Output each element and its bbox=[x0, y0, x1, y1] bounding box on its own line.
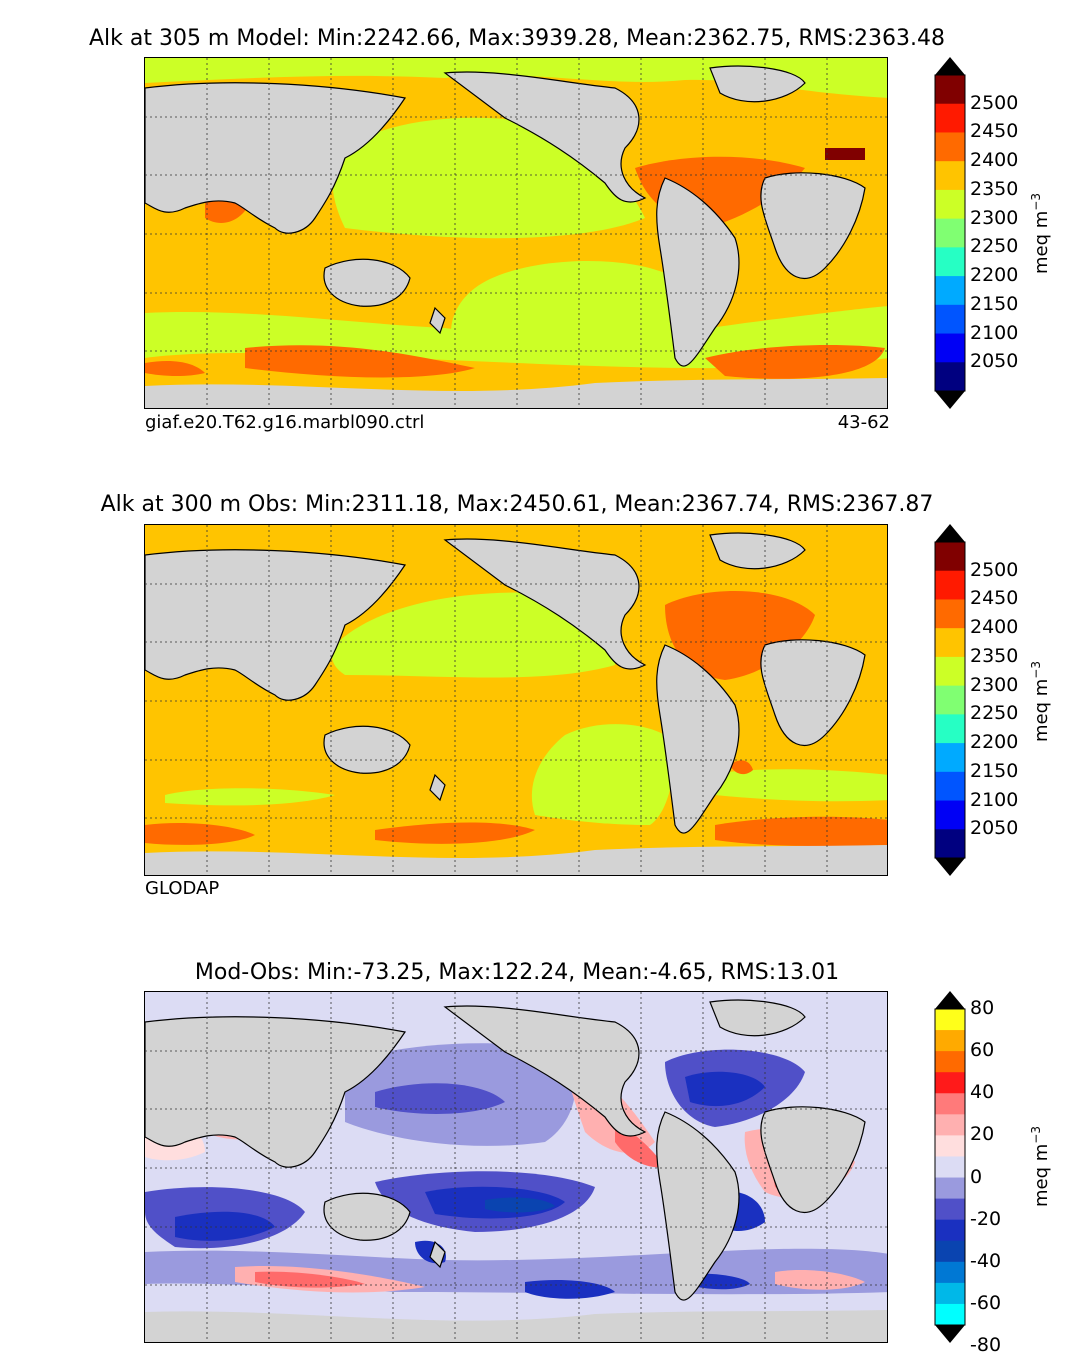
model-colorbar bbox=[934, 57, 966, 409]
model-colorbar-tick-label: 2350 bbox=[970, 177, 1019, 200]
model-colorbar-band bbox=[935, 161, 965, 191]
diff-colorbar-tick-label: -20 bbox=[970, 1207, 1002, 1230]
obs-colorbar-band bbox=[935, 685, 965, 715]
diff-colorbar-tick-label: 0 bbox=[970, 1165, 983, 1188]
obs-colorbar-band bbox=[935, 743, 965, 773]
diff-colorbar-band bbox=[935, 1261, 965, 1284]
model-colorbar-band bbox=[935, 103, 965, 133]
model-colorbar-band bbox=[935, 276, 965, 306]
obs-colorbar-tick-label: 2050 bbox=[970, 817, 1019, 840]
diff-colorbar-band bbox=[935, 1051, 965, 1073]
diff-colorbar-band bbox=[935, 1072, 965, 1094]
model-colorbar-tick-label: 2300 bbox=[970, 206, 1019, 229]
diff-colorbar-tick-label: -40 bbox=[970, 1249, 1002, 1272]
diff-colorbar-tick-label: 80 bbox=[970, 997, 995, 1019]
obs-colorbar-tick-label: 2250 bbox=[970, 702, 1019, 725]
diff-colorbar-band bbox=[935, 1219, 965, 1242]
obs-colorbar-band bbox=[935, 656, 965, 687]
obs-colorbar-band bbox=[935, 771, 965, 802]
obs-colorbar-tick-label: 2150 bbox=[970, 759, 1019, 782]
model-colorbar-band bbox=[935, 333, 965, 363]
diff-colorbar-unit: meq m−3 bbox=[1029, 1126, 1052, 1207]
model-colorbar-band bbox=[935, 189, 965, 220]
obs-colorbar-band bbox=[935, 829, 965, 859]
diff-colorbar-tick-label: 40 bbox=[970, 1081, 995, 1104]
diff-colorbar-band bbox=[935, 1093, 965, 1115]
obs-colorbar-min-extend bbox=[935, 858, 965, 876]
model-colorbar-band bbox=[935, 132, 965, 162]
model-years-label: 43-62 bbox=[837, 412, 890, 433]
model-colorbar-min-extend bbox=[935, 391, 965, 409]
model-colorbar-tick-label: 2250 bbox=[970, 235, 1019, 258]
obs-colorbar-band bbox=[935, 714, 965, 744]
diff-colorbar-band bbox=[935, 1177, 965, 1200]
obs-colorbar-band bbox=[935, 570, 965, 600]
model-colorbar-band bbox=[935, 362, 965, 392]
diff-map bbox=[144, 991, 888, 1343]
obs-colorbar-tick-label: 2400 bbox=[970, 616, 1019, 639]
obs-panel: Alk at 300 m Obs: Min:2311.18, Max:2450.… bbox=[100, 492, 1052, 899]
model-map bbox=[144, 57, 888, 409]
obs-colorbar-max-extend bbox=[935, 524, 965, 542]
model-colorbar-band bbox=[935, 247, 965, 277]
diff-colorbar-tick-label: 20 bbox=[970, 1123, 995, 1146]
model-colorbar-tick-label: 2500 bbox=[970, 91, 1019, 114]
model-colorbar-frame bbox=[934, 74, 966, 392]
diff-colorbar-band bbox=[935, 1198, 965, 1221]
diff-colorbar-band bbox=[935, 1156, 965, 1179]
diff-colorbar-frame bbox=[934, 1008, 966, 1326]
model-panel: Alk at 305 m Model: Min:2242.66, Max:393… bbox=[0, 0, 1089, 440]
obs-title: Alk at 300 m Obs: Min:2311.18, Max:2450.… bbox=[100, 492, 934, 517]
diff-title: Mod-Obs: Min:-73.25, Max:122.24, Mean:-4… bbox=[194, 960, 840, 985]
obs-colorbar-tick-label: 2100 bbox=[970, 788, 1019, 811]
obs-colorbar-tick-label: 2350 bbox=[970, 644, 1019, 667]
diff-colorbar bbox=[934, 991, 966, 1343]
obs-colorbar-band bbox=[935, 542, 965, 572]
diff-colorbar-band bbox=[935, 1030, 965, 1052]
model-colorbar-svg bbox=[934, 57, 966, 409]
model-colorbar-band bbox=[935, 304, 965, 335]
diff-colorbar-band bbox=[935, 1114, 965, 1136]
obs-colorbar-tick-label: 2200 bbox=[970, 731, 1019, 754]
diff-colorbar-band bbox=[935, 1282, 965, 1305]
diff-colorbar-band bbox=[935, 1009, 965, 1031]
obs-colorbar-frame bbox=[934, 541, 966, 859]
model-colorbar-tick-label: 2450 bbox=[970, 120, 1019, 143]
diff-colorbar-svg bbox=[934, 991, 966, 1343]
diff-colorbar-max-extend bbox=[935, 991, 965, 1009]
model-colorbar-tick-label: 2200 bbox=[970, 264, 1019, 287]
model-title: Alk at 305 m Model: Min:2242.66, Max:393… bbox=[88, 26, 946, 51]
diff-colorbar-band bbox=[935, 1135, 965, 1157]
model-colorbar-tick-label: 2050 bbox=[970, 350, 1019, 373]
obs-colorbar-svg bbox=[934, 524, 966, 876]
obs-colorbar-band bbox=[935, 628, 965, 658]
model-colorbar-tick-label: 2150 bbox=[970, 292, 1019, 315]
obs-colorbar-band bbox=[935, 599, 965, 629]
model-colorbar-max-extend bbox=[935, 57, 965, 75]
model-colorbar-tick-label: 2100 bbox=[970, 321, 1019, 344]
obs-colorbar-tick-label: 2300 bbox=[970, 673, 1019, 696]
obs-colorbar-tick-label: 2500 bbox=[970, 558, 1019, 581]
obs-colorbar-tick-label: 2450 bbox=[970, 587, 1019, 610]
obs-dataset-label: GLODAP bbox=[145, 878, 220, 899]
diff-colorbar-band bbox=[935, 1240, 965, 1263]
model-run-label: giaf.e20.T62.g16.marbl090.ctrl bbox=[145, 412, 425, 433]
diff-colorbar-tick-label: -80 bbox=[970, 1334, 1002, 1357]
obs-map bbox=[144, 524, 888, 876]
model-colorbar-band bbox=[935, 218, 965, 248]
diff-colorbar-band bbox=[935, 1303, 965, 1326]
obs-colorbar bbox=[934, 524, 966, 876]
diff-colorbar-tick-label: -60 bbox=[970, 1291, 1002, 1314]
diff-colorbar-tick-label: 60 bbox=[970, 1039, 995, 1062]
model-colorbar-band bbox=[935, 75, 965, 105]
diff-colorbar-min-extend bbox=[935, 1325, 965, 1343]
obs-colorbar-band bbox=[935, 800, 965, 830]
model-colorbar-tick-label: 2400 bbox=[970, 149, 1019, 172]
